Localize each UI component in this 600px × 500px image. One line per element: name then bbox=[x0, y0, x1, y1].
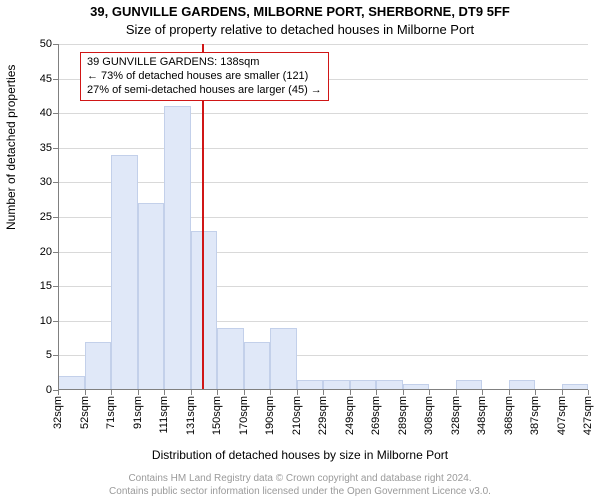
xtick-mark bbox=[588, 390, 589, 395]
xtick-label: 249sqm bbox=[344, 396, 356, 435]
xtick-label: 71sqm bbox=[105, 396, 117, 429]
gridline bbox=[58, 113, 588, 114]
gridline bbox=[58, 182, 588, 183]
histogram-bar bbox=[58, 376, 85, 390]
xtick-label: 52sqm bbox=[79, 396, 91, 429]
xtick-mark bbox=[535, 390, 536, 395]
ytick-label: 10 bbox=[40, 315, 52, 327]
xtick-mark bbox=[429, 390, 430, 395]
xtick-mark bbox=[376, 390, 377, 395]
xtick-mark bbox=[111, 390, 112, 395]
xtick-label: 407sqm bbox=[556, 396, 568, 435]
footer-line-2: Contains public sector information licen… bbox=[0, 486, 600, 497]
xtick-mark bbox=[138, 390, 139, 395]
histogram-bar bbox=[244, 342, 271, 390]
histogram-bar bbox=[111, 155, 138, 390]
ytick-label: 40 bbox=[40, 107, 52, 119]
xtick-label: 111sqm bbox=[158, 396, 170, 434]
x-axis-line bbox=[58, 389, 588, 390]
xtick-label: 91sqm bbox=[132, 396, 144, 429]
ytick-label: 35 bbox=[40, 142, 52, 154]
xtick-mark bbox=[191, 390, 192, 395]
xtick-label: 308sqm bbox=[423, 396, 435, 435]
histogram-bar bbox=[191, 231, 218, 390]
histogram-bar bbox=[270, 328, 297, 390]
xtick-mark bbox=[562, 390, 563, 395]
annotation-line: ← 73% of detached houses are smaller (12… bbox=[87, 70, 322, 84]
xtick-label: 229sqm bbox=[317, 396, 329, 435]
xtick-mark bbox=[270, 390, 271, 395]
histogram-bar bbox=[217, 328, 244, 390]
histogram-bar bbox=[164, 106, 191, 390]
ytick-label: 30 bbox=[40, 176, 52, 188]
ytick-label: 25 bbox=[40, 211, 52, 223]
xtick-mark bbox=[403, 390, 404, 395]
xtick-label: 368sqm bbox=[503, 396, 515, 435]
chart-title-sub: Size of property relative to detached ho… bbox=[0, 22, 600, 37]
xtick-mark bbox=[509, 390, 510, 395]
gridline bbox=[58, 148, 588, 149]
xtick-label: 170sqm bbox=[238, 396, 250, 435]
y-axis-label: Number of detached properties bbox=[4, 65, 18, 230]
xtick-mark bbox=[482, 390, 483, 395]
chart-title-main: 39, GUNVILLE GARDENS, MILBORNE PORT, SHE… bbox=[0, 4, 600, 19]
xtick-mark bbox=[85, 390, 86, 395]
ytick-label: 50 bbox=[40, 38, 52, 50]
ytick-label: 0 bbox=[46, 384, 52, 396]
annotation-line: 39 GUNVILLE GARDENS: 138sqm bbox=[87, 56, 322, 70]
ytick-label: 15 bbox=[40, 280, 52, 292]
xtick-mark bbox=[217, 390, 218, 395]
xtick-mark bbox=[350, 390, 351, 395]
annotation-line: 27% of semi-detached houses are larger (… bbox=[87, 84, 322, 98]
histogram-bar bbox=[138, 203, 165, 390]
xtick-label: 269sqm bbox=[370, 396, 382, 435]
ytick-label: 5 bbox=[46, 349, 52, 361]
xtick-label: 348sqm bbox=[476, 396, 488, 435]
xtick-mark bbox=[164, 390, 165, 395]
footer-line-1: Contains HM Land Registry data © Crown c… bbox=[0, 473, 600, 484]
ytick-label: 45 bbox=[40, 73, 52, 85]
xtick-label: 131sqm bbox=[185, 396, 197, 435]
gridline bbox=[58, 44, 588, 45]
histogram-bar bbox=[85, 342, 112, 390]
xtick-mark bbox=[456, 390, 457, 395]
xtick-mark bbox=[244, 390, 245, 395]
plot-area: 0510152025303540455032sqm52sqm71sqm91sqm… bbox=[58, 44, 588, 390]
xtick-label: 150sqm bbox=[211, 396, 223, 435]
x-axis-label: Distribution of detached houses by size … bbox=[0, 448, 600, 462]
xtick-mark bbox=[323, 390, 324, 395]
xtick-label: 387sqm bbox=[529, 396, 541, 435]
xtick-label: 32sqm bbox=[52, 396, 64, 429]
chart-container: 39, GUNVILLE GARDENS, MILBORNE PORT, SHE… bbox=[0, 0, 600, 500]
xtick-mark bbox=[58, 390, 59, 395]
y-axis-line bbox=[58, 44, 59, 390]
xtick-label: 328sqm bbox=[450, 396, 462, 435]
ytick-label: 20 bbox=[40, 246, 52, 258]
xtick-label: 289sqm bbox=[397, 396, 409, 435]
xtick-label: 210sqm bbox=[291, 396, 303, 435]
annotation-box: 39 GUNVILLE GARDENS: 138sqm← 73% of deta… bbox=[80, 52, 329, 101]
xtick-label: 427sqm bbox=[582, 396, 594, 435]
xtick-mark bbox=[297, 390, 298, 395]
xtick-label: 190sqm bbox=[264, 396, 276, 435]
